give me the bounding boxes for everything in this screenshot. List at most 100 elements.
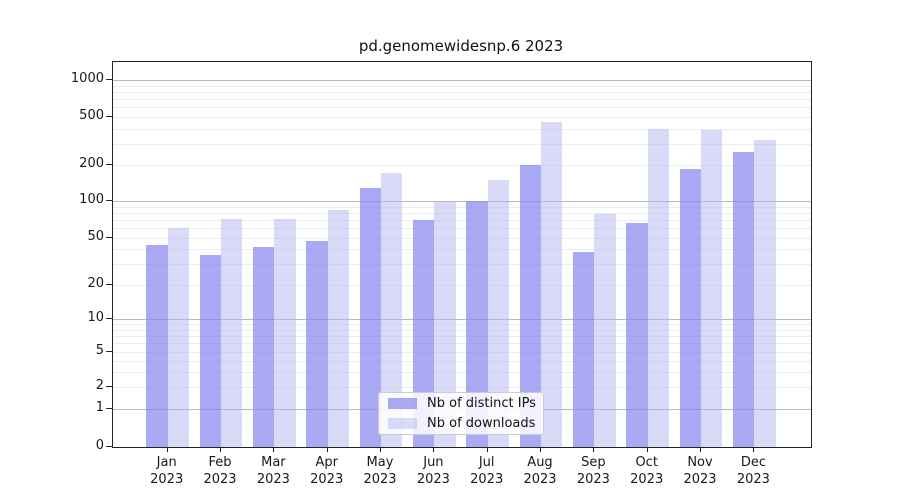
bar-ips-apr	[306, 241, 328, 447]
x-tick-year: 2023	[363, 472, 397, 487]
gridline-major-10	[113, 319, 811, 320]
gridline-minor-5	[113, 352, 811, 353]
x-tick-apr	[326, 447, 328, 452]
x-tick-label-feb: Feb 2023	[190, 454, 250, 488]
legend: Nb of distinct IPs Nb of downloads	[378, 392, 544, 435]
y-tick-label-5: 5	[95, 343, 104, 358]
gridline-minor-9	[113, 324, 811, 325]
gridline-minor-900	[113, 85, 811, 87]
x-tick-oct	[646, 447, 648, 452]
x-tick-month: Dec	[740, 455, 766, 470]
y-tick-10	[106, 318, 112, 319]
y-tick-5	[106, 351, 112, 352]
legend-entry-distinct-ips: Nb of distinct IPs	[388, 396, 536, 411]
x-tick-jun	[433, 447, 435, 452]
bar-downloads-may	[381, 173, 403, 447]
bar-ips-sep	[573, 252, 595, 447]
y-tick-200	[106, 164, 112, 165]
gridline-minor-70	[113, 220, 811, 221]
x-tick-nov	[700, 447, 701, 452]
x-tick-jul	[486, 447, 488, 452]
y-tick-label-1: 1	[95, 400, 104, 415]
y-tick-50	[106, 237, 112, 238]
gridline-minor-400	[113, 128, 811, 130]
x-tick-label-jan: Jan 2023	[137, 454, 197, 488]
x-tick-year: 2023	[416, 472, 450, 487]
gridline-minor-20	[113, 285, 811, 286]
gridline-minor-200	[113, 165, 811, 166]
y-tick-500	[106, 116, 112, 117]
gridline-major-1000	[113, 80, 811, 81]
x-tick-label-mar: Mar 2023	[243, 454, 303, 488]
bar-ips-dec	[733, 151, 755, 447]
x-tick-label-may: May 2023	[350, 454, 410, 488]
x-tick-month: Apr	[315, 455, 338, 470]
chart-title: pd.genomewidesnp.6 2023	[358, 37, 564, 55]
legend-label-distinct-ips: Nb of distinct IPs	[427, 396, 536, 411]
y-tick-2	[106, 386, 112, 387]
bar-ips-oct	[626, 223, 648, 447]
gridline-major-100	[113, 201, 811, 202]
gridline-minor-40	[113, 249, 811, 251]
gridline-minor-8	[113, 329, 811, 331]
bar-downloads-apr	[327, 209, 349, 447]
x-tick-year: 2023	[736, 472, 770, 487]
legend-swatch-downloads	[388, 418, 417, 429]
bar-downloads-mar	[274, 218, 296, 447]
bar-downloads-jun	[434, 201, 456, 447]
y-tick-label-200: 200	[79, 156, 104, 171]
bar-downloads-aug	[541, 121, 563, 447]
x-tick-dec	[753, 447, 755, 452]
gridline-minor-90	[113, 206, 811, 208]
gridline-minor-800	[113, 91, 811, 93]
bar-ips-feb	[199, 254, 221, 447]
plot-area	[112, 61, 812, 448]
x-tick-month: May	[366, 455, 394, 470]
x-tick-year: 2023	[576, 472, 610, 487]
y-tick-label-10: 10	[87, 310, 104, 325]
bar-downloads-nov	[701, 130, 723, 447]
x-tick-label-sep: Sep 2023	[563, 454, 623, 488]
x-tick-month: Sep	[581, 455, 606, 470]
gridline-minor-60	[113, 228, 811, 230]
x-tick-mar	[273, 447, 275, 452]
y-tick-label-20: 20	[87, 276, 104, 291]
gridline-minor-4	[113, 360, 811, 362]
x-tick-month: Mar	[261, 455, 286, 470]
bar-ips-jan	[146, 244, 168, 447]
x-tick-label-jun: Jun 2023	[403, 454, 463, 488]
bar-ips-aug	[519, 164, 541, 447]
x-tick-sep	[593, 447, 595, 452]
gridline-minor-500	[113, 117, 811, 118]
gridline-minor-7	[113, 336, 811, 337]
x-tick-year: 2023	[310, 472, 344, 487]
bar-downloads-dec	[754, 140, 776, 447]
bar-downloads-oct	[647, 129, 669, 447]
gridline-minor-2	[113, 387, 811, 388]
gridline-minor-80	[113, 212, 811, 214]
x-tick-label-nov: Nov 2023	[670, 454, 730, 488]
x-tick-month: Aug	[527, 455, 553, 470]
x-tick-year: 2023	[523, 472, 557, 487]
x-tick-month: Jan	[156, 455, 177, 470]
bar-downloads-sep	[594, 214, 616, 447]
x-tick-label-aug: Aug 2023	[510, 454, 570, 488]
bar-ips-mar	[253, 246, 275, 447]
bar-ips-nov	[679, 168, 701, 447]
bar-ips-may	[359, 188, 381, 447]
bar-downloads-jul	[487, 179, 509, 447]
x-tick-feb	[220, 447, 221, 452]
gridline-minor-700	[113, 99, 811, 100]
gridline-minor-50	[113, 238, 811, 239]
x-tick-year: 2023	[630, 472, 664, 487]
gridline-minor-6	[113, 343, 811, 345]
bar-downloads-feb	[221, 219, 243, 447]
gridline-minor-30	[113, 264, 811, 266]
y-tick-label-1000: 1000	[70, 71, 104, 86]
y-tick-0	[106, 446, 112, 447]
x-tick-label-apr: Apr 2023	[297, 454, 357, 488]
y-tick-100	[106, 200, 112, 201]
x-tick-label-oct: Oct 2023	[617, 454, 677, 488]
legend-swatch-distinct-ips	[388, 398, 417, 409]
x-tick-year: 2023	[150, 472, 184, 487]
